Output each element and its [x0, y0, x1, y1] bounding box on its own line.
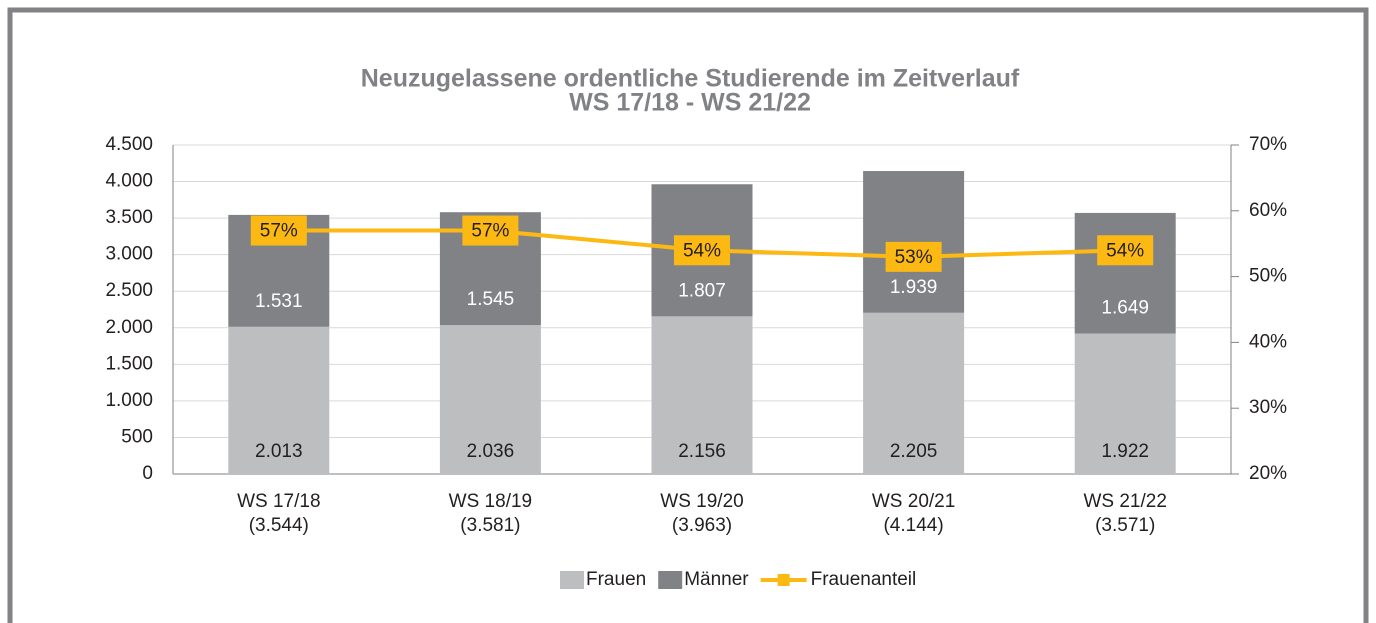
value-label: 57% — [260, 221, 298, 242]
label-box — [674, 235, 730, 266]
value-label: 1.649 — [1101, 297, 1149, 318]
y2-tick-label: 20% — [1249, 463, 1287, 484]
bar-segment — [228, 326, 330, 474]
y-tick-label: 4.500 — [105, 134, 153, 155]
legend-marker — [777, 574, 790, 586]
y-tick-label: 500 — [121, 426, 153, 447]
y2-tick-label: 60% — [1249, 200, 1287, 221]
bar-segment — [863, 312, 965, 474]
y2-tick-label: 30% — [1249, 397, 1287, 418]
value-label: 1.545 — [467, 289, 515, 310]
chart-subtitle: WS 17/18 - WS 21/22 — [569, 89, 811, 117]
y2-tick-label: 40% — [1249, 331, 1287, 352]
label-box — [250, 215, 307, 246]
bar-segment — [1074, 212, 1176, 334]
bar-segment — [439, 325, 541, 474]
value-label: 57% — [471, 221, 509, 242]
y-tick-label: 3.500 — [105, 207, 153, 228]
x-tick-label: (3.571) — [1095, 515, 1155, 536]
legend-swatch — [560, 571, 584, 589]
x-tick-label: (4.144) — [883, 515, 943, 536]
value-label: 2.156 — [678, 441, 726, 462]
y-tick-label: 2.500 — [105, 280, 153, 301]
value-label: 54% — [683, 240, 721, 261]
bar-segment — [1074, 333, 1176, 474]
frame — [7, 7, 1369, 623]
value-label: 2.036 — [467, 441, 515, 462]
y-tick-label: 1.500 — [105, 353, 153, 374]
x-tick-label: (3.544) — [249, 515, 309, 536]
value-label: 1.939 — [890, 277, 938, 298]
y-tick-label: 4.000 — [105, 171, 153, 192]
label-box — [885, 241, 942, 272]
x-tick-label: WS 20/21 — [872, 491, 955, 512]
value-label: 2.205 — [890, 441, 938, 462]
y-tick-label: 2.000 — [105, 317, 153, 338]
value-label: 53% — [895, 247, 933, 268]
bar-segment — [651, 316, 753, 474]
x-tick-label: WS 17/18 — [237, 491, 320, 512]
x-tick-label: (3.581) — [460, 515, 520, 536]
value-label: 1.807 — [678, 280, 726, 301]
legend-swatch — [658, 571, 683, 589]
y2-tick-label: 50% — [1249, 266, 1287, 287]
y-tick-label: 0 — [142, 463, 153, 484]
value-label: 1.922 — [1101, 441, 1149, 462]
chart-title: Neuzugelassene ordentliche Studierende i… — [361, 65, 1020, 93]
legend-label: Frauenanteil — [811, 569, 917, 590]
value-label: 1.531 — [255, 291, 303, 312]
value-label: 2.013 — [255, 441, 303, 462]
value-label: 54% — [1106, 240, 1144, 261]
x-tick-label: WS 19/20 — [660, 491, 743, 512]
x-tick-label: WS 18/19 — [449, 491, 532, 512]
y2-tick-label: 70% — [1249, 134, 1287, 155]
y-tick-label: 1.000 — [105, 390, 153, 411]
legend-label: Männer — [684, 569, 749, 590]
x-tick-label: (3.963) — [672, 515, 732, 536]
y-tick-label: 3.000 — [105, 244, 153, 265]
legend-label: Frauen — [586, 569, 646, 590]
label-box — [1097, 235, 1154, 266]
x-tick-label: WS 21/22 — [1083, 491, 1166, 512]
label-box — [462, 215, 519, 246]
